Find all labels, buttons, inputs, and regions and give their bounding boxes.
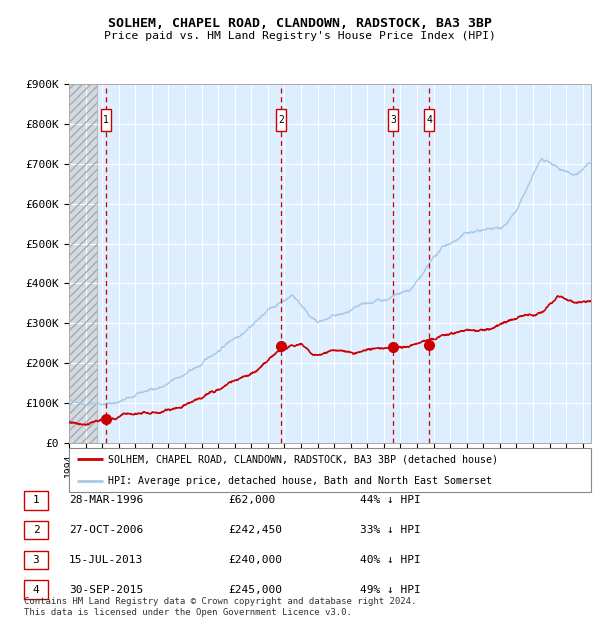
Text: 44% ↓ HPI: 44% ↓ HPI (360, 495, 421, 505)
Text: SOLHEM, CHAPEL ROAD, CLANDOWN, RADSTOCK, BA3 3BP (detached house): SOLHEM, CHAPEL ROAD, CLANDOWN, RADSTOCK,… (108, 454, 498, 464)
Text: 33% ↓ HPI: 33% ↓ HPI (360, 525, 421, 535)
Text: 4: 4 (427, 115, 433, 125)
Text: 4: 4 (32, 585, 40, 595)
Text: 27-OCT-2006: 27-OCT-2006 (69, 525, 143, 535)
Text: £62,000: £62,000 (228, 495, 275, 505)
FancyBboxPatch shape (101, 108, 111, 131)
Text: SOLHEM, CHAPEL ROAD, CLANDOWN, RADSTOCK, BA3 3BP: SOLHEM, CHAPEL ROAD, CLANDOWN, RADSTOCK,… (108, 17, 492, 30)
Text: 49% ↓ HPI: 49% ↓ HPI (360, 585, 421, 595)
Text: 15-JUL-2013: 15-JUL-2013 (69, 555, 143, 565)
Text: 1: 1 (103, 115, 109, 125)
Text: 30-SEP-2015: 30-SEP-2015 (69, 585, 143, 595)
Text: 28-MAR-1996: 28-MAR-1996 (69, 495, 143, 505)
Text: 1: 1 (32, 495, 40, 505)
Text: 2: 2 (32, 525, 40, 535)
Text: 2: 2 (278, 115, 284, 125)
FancyBboxPatch shape (424, 108, 434, 131)
Text: £245,000: £245,000 (228, 585, 282, 595)
Text: 3: 3 (32, 555, 40, 565)
Text: 40% ↓ HPI: 40% ↓ HPI (360, 555, 421, 565)
Text: 3: 3 (390, 115, 396, 125)
Text: £240,000: £240,000 (228, 555, 282, 565)
Text: Price paid vs. HM Land Registry's House Price Index (HPI): Price paid vs. HM Land Registry's House … (104, 31, 496, 41)
FancyBboxPatch shape (388, 108, 398, 131)
Text: HPI: Average price, detached house, Bath and North East Somerset: HPI: Average price, detached house, Bath… (108, 476, 492, 485)
Text: Contains HM Land Registry data © Crown copyright and database right 2024.
This d: Contains HM Land Registry data © Crown c… (24, 598, 416, 617)
FancyBboxPatch shape (277, 108, 286, 131)
Text: £242,450: £242,450 (228, 525, 282, 535)
